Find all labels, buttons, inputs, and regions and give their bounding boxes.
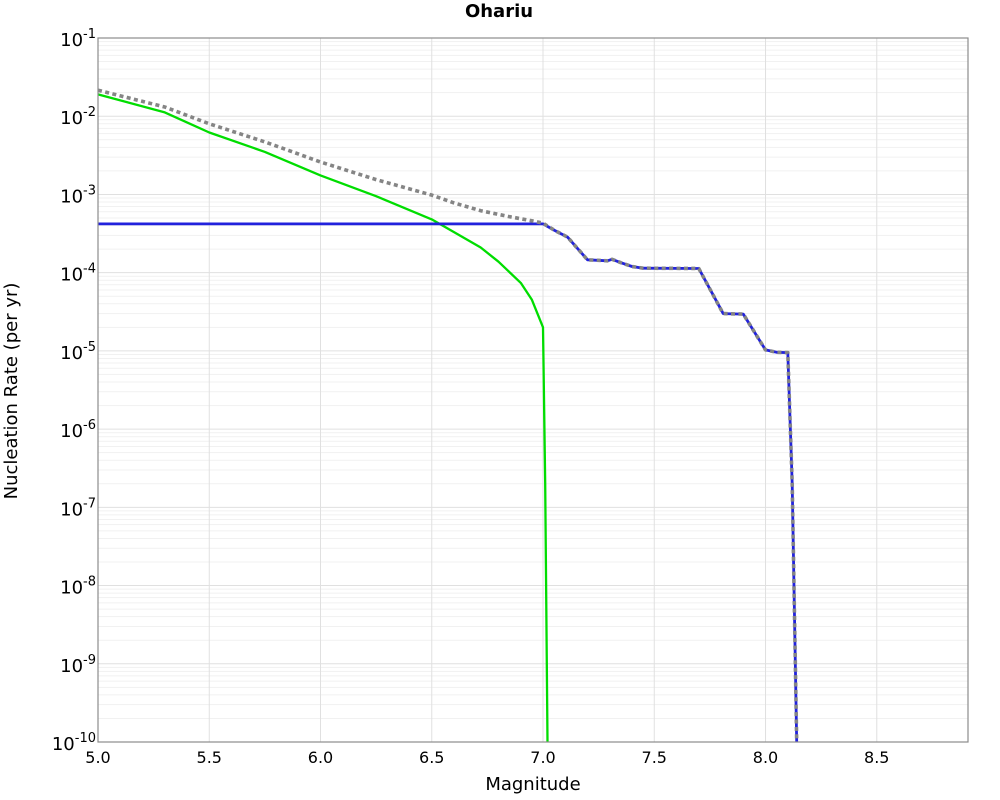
x-tick-labels: 5.0 5.5 6.0 6.5 7.0 7.5 8.0 8.5: [85, 748, 889, 767]
y-tick-label: 10-8: [60, 575, 96, 599]
x-tick-label: 7.0: [530, 748, 555, 767]
y-tick-label: 10-9: [60, 653, 96, 677]
x-axis-label: Magnitude: [485, 774, 580, 795]
series-blue-solid-line: [98, 222, 799, 743]
y-tick-label: 10-6: [60, 418, 96, 442]
chart-title: Ohariu: [465, 1, 533, 22]
series-green-solid-line: [97, 93, 549, 743]
data-series: [97, 88, 799, 743]
x-tick-label: 8.0: [753, 748, 778, 767]
x-tick-label: 5.0: [85, 748, 110, 767]
y-tick-label: 10-3: [60, 183, 96, 207]
y-axis-label: Nucleation Rate (per yr): [1, 283, 22, 500]
minor-gridlines: [98, 41, 968, 719]
x-tick-label: 6.0: [308, 748, 333, 767]
plot-border: [97, 37, 969, 743]
major-gridlines: [98, 38, 968, 742]
y-tick-label: 10-5: [60, 340, 96, 364]
x-tick-label: 6.5: [419, 748, 444, 767]
x-tick-label: 7.5: [642, 748, 667, 767]
y-tick-labels: 10-1 10-2 10-3 10-4 10-5 10-6 10-7 10-8 10-9 10-1…: [52, 27, 96, 755]
y-tick-label: 10-10: [52, 731, 96, 755]
series-gray-dotted-line: [97, 88, 799, 743]
y-tick-label: 10-7: [60, 496, 96, 520]
x-tick-label: 5.5: [197, 748, 222, 767]
y-tick-label: 10-4: [60, 262, 96, 286]
y-tick-label: 10-2: [60, 105, 96, 129]
x-tick-label: 8.5: [864, 748, 889, 767]
y-tick-label: 10-1: [60, 27, 96, 51]
